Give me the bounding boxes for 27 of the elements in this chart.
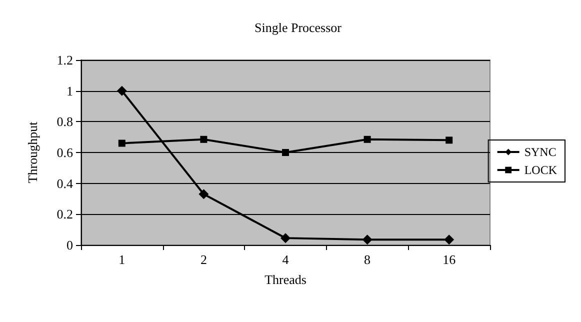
y-tick-label: 0.4 (56, 176, 74, 191)
y-tick-label: 1 (66, 83, 73, 98)
point (364, 136, 371, 143)
x-axis-title: Threads (264, 272, 306, 287)
point (362, 234, 372, 245)
y-tick-label: 0.2 (56, 206, 73, 222)
x-tick-label: 16 (442, 252, 456, 267)
legend-label: LOCK (524, 163, 558, 177)
point (282, 149, 289, 156)
x-tick-label: 1 (118, 252, 126, 267)
point (198, 189, 209, 200)
y-axis-title: Throughput (25, 121, 40, 184)
point (118, 140, 126, 147)
point (280, 233, 290, 244)
x-tick-label: 2 (200, 252, 207, 267)
y-tick-label: 0 (66, 238, 73, 252)
point (446, 136, 453, 144)
y-tick-label: 0.8 (56, 114, 73, 130)
chart-title: Single Processor (254, 20, 342, 35)
y-tick-label: 0.6 (56, 145, 74, 160)
legend-label: SYNC (524, 145, 556, 159)
y-tick-label: 1.2 (56, 52, 73, 68)
point (444, 234, 454, 245)
x-tick-label: 4 (282, 252, 290, 267)
x-tick-label: 8 (364, 252, 371, 267)
point (116, 86, 127, 96)
point (200, 136, 208, 143)
